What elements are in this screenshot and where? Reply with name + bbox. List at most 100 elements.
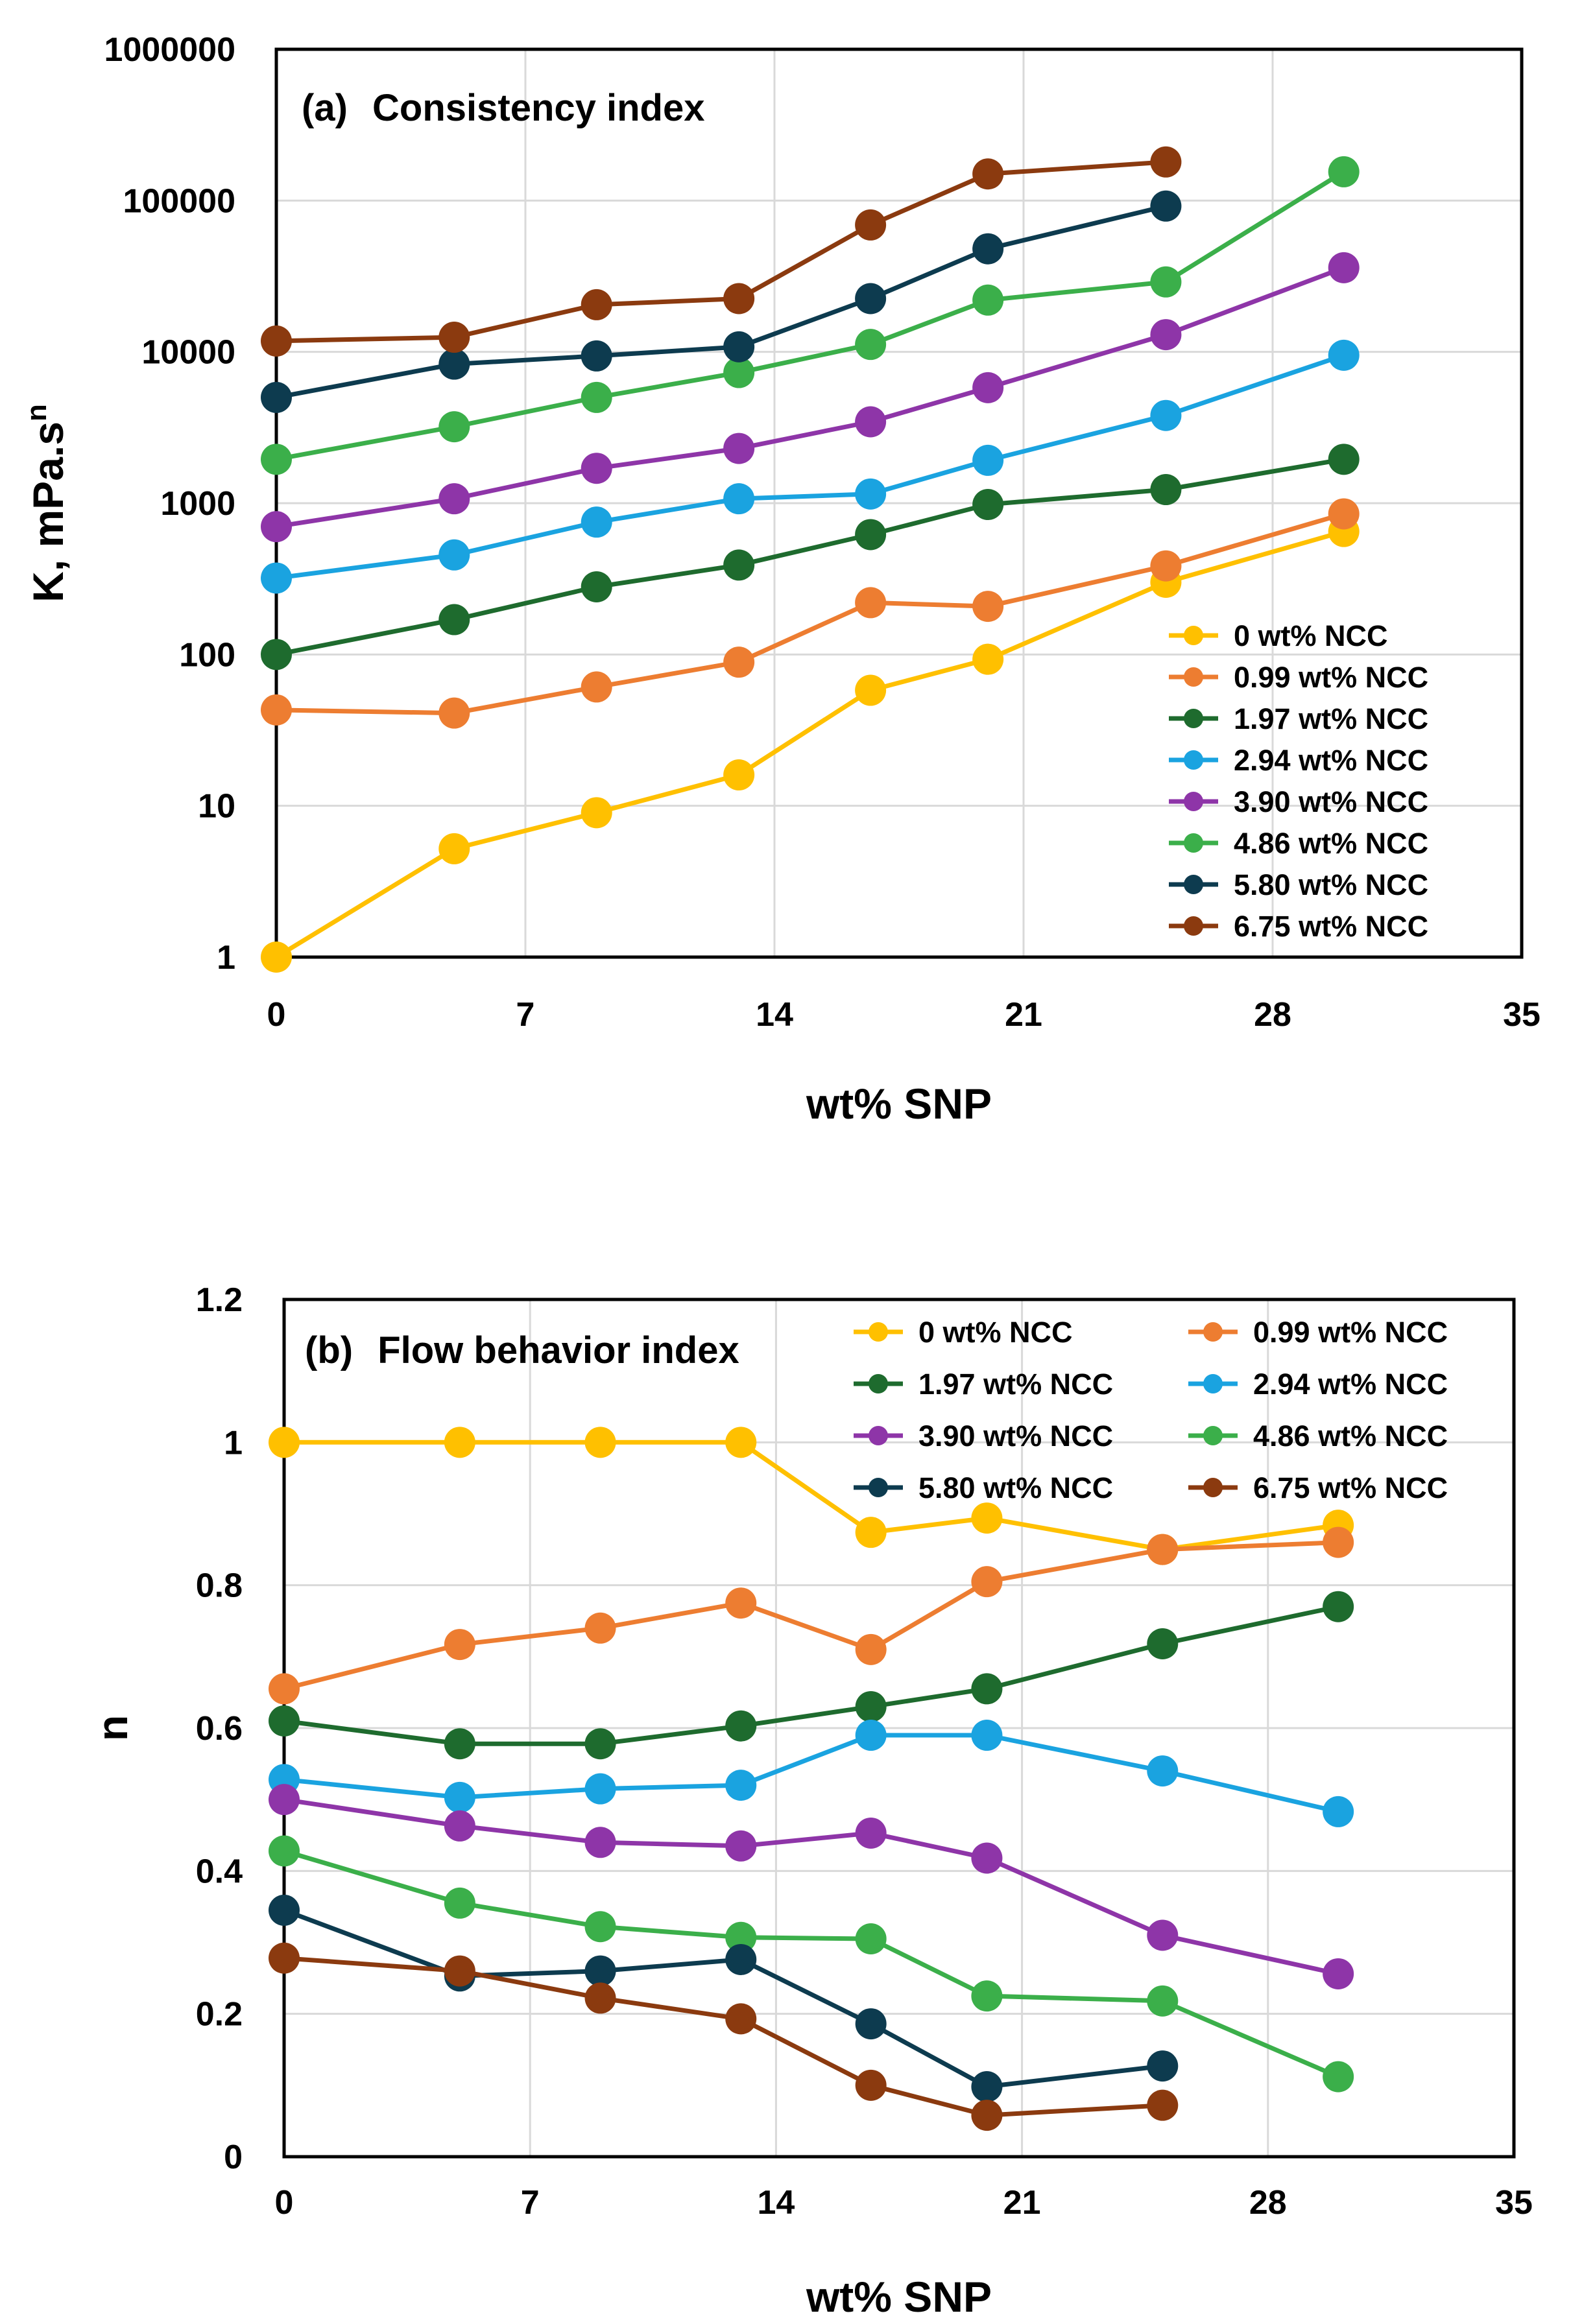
panel-a-data-point (1150, 319, 1182, 351)
panel-a-data-point (1150, 474, 1182, 506)
panel-b-data-point (1147, 1919, 1179, 1951)
panel-a-legend-swatch-marker (1184, 626, 1203, 645)
panel-b-data-point (1323, 1526, 1354, 1558)
panel-a-data-point (855, 209, 887, 241)
panel-a-legend-swatch-marker (1184, 792, 1203, 811)
panel-b-series-line (283, 1733, 1339, 1814)
panel-a-data-point (261, 511, 292, 543)
panel-a-legend: 0 wt% NCC 0.99 wt% NCC 1.97 wt% NCC 2.94 wt… (1169, 619, 1428, 943)
panel-a-data-point (972, 444, 1004, 476)
panel-b-data-point (855, 1923, 887, 1954)
panel-a-data-point (723, 483, 755, 515)
panel-a-legend-item: 3.90 wt% NCC (1169, 785, 1428, 818)
panel-a-data-point (723, 283, 755, 314)
panel-b-legend-item: 2.94 wt% NCC (1188, 1368, 1448, 1401)
panel-b-legend-item: 6.75 wt% NCC (1188, 1471, 1448, 1504)
panel-a-legend-item: 6.75 wt% NCC (1169, 910, 1428, 943)
panel-b-data-point (444, 1955, 475, 1987)
panel-a-title: (a) Consistency index (302, 87, 705, 129)
panel-a-legend-item: 0.99 wt% NCC (1169, 661, 1428, 694)
panel-b-data-point (1147, 2050, 1179, 2082)
panel-a-data-point (438, 539, 470, 571)
panel-a-data-point (1328, 252, 1360, 283)
panel-b-data-point (444, 1427, 475, 1458)
panel-a-data-point (723, 549, 755, 581)
panel-b-legend-label: 3.90 wt% NCC (918, 1419, 1113, 1452)
panel-a-title-tag: (a) (302, 87, 348, 129)
panel-a-data-point (1150, 399, 1182, 431)
panel-b-data-point (584, 1427, 616, 1458)
panel-b-y-tick-label: 0.2 (196, 1996, 243, 2034)
panel-a-data-point (972, 372, 1004, 403)
panel-a-y-tick-label: 1 (217, 939, 235, 977)
panel-b-data-point (1323, 1958, 1354, 1989)
panel-a-series-line (276, 169, 1345, 462)
panel-a-data-point (581, 453, 612, 484)
panel-a-data-point (581, 381, 612, 413)
panel-b-data-point (971, 1502, 1003, 1534)
panel-b-data-point (855, 2069, 887, 2101)
panel-a-legend-item: 0 wt% NCC (1169, 619, 1388, 652)
panel-b-title-text: Flow behavior index (378, 1329, 739, 1371)
panel-b-data-point (725, 1943, 757, 1975)
panel-b-legend-item: 4.86 wt% NCC (1188, 1419, 1448, 1452)
panel-a-legend-swatch-marker (1184, 833, 1203, 853)
panel-b-data-point (584, 1911, 616, 1943)
panel-b-x-tick-label: 21 (1003, 2184, 1041, 2222)
panel-a-series-layer (261, 146, 1360, 973)
panel-b-legend-swatch-marker (1203, 1374, 1223, 1393)
panel-b-y-tick-label: 1 (224, 1424, 243, 1462)
panel-a-data-point (855, 674, 887, 706)
panel-b-x-tick-labels: 0 7 14 21 28 35 (275, 2184, 1533, 2222)
panel-b-data-point (269, 1673, 300, 1705)
panel-a-data-point (723, 759, 755, 791)
panel-b-y-axis-title: n (88, 1715, 136, 1741)
panel-b-legend-label: 1.97 wt% NCC (918, 1368, 1113, 1401)
panel-b-series-1 (269, 1526, 1354, 1705)
panel-a-title-text: Consistency index (372, 87, 704, 129)
panel-a-x-tick-label: 28 (1254, 996, 1291, 1034)
panel-a-data-point (1328, 339, 1360, 371)
panel-b-x-tick-label: 7 (521, 2184, 540, 2222)
panel-a-data-point (972, 233, 1004, 265)
panel-a-data-point (855, 587, 887, 619)
panel-b-legend-item: 0.99 wt% NCC (1188, 1316, 1448, 1349)
panel-a-data-point (855, 406, 887, 438)
panel-b-legend-item: 3.90 wt% NCC (854, 1419, 1113, 1452)
panel-a-series-6 (261, 190, 1182, 413)
panel-a-y-tick-label: 10000 (141, 334, 235, 372)
panel-b-data-point (584, 1955, 616, 1987)
panel-a-data-point (261, 694, 292, 726)
panel-a-legend-label: 0 wt% NCC (1234, 619, 1388, 652)
panel-a-y-tick-label: 1000 (160, 485, 235, 523)
panel-b-title-tag: (b) (305, 1329, 353, 1371)
panel-b-data-point (725, 1921, 757, 1953)
panel-b-data-point (269, 1942, 300, 1974)
panel-a-data-point (581, 506, 612, 538)
panel-a-y-tick-labels: 1 10 100 1000 10000 100000 1000000 (104, 31, 235, 977)
panel-b-data-point (1147, 1755, 1179, 1787)
panel-a-data-point (723, 646, 755, 678)
panel-a-legend-item: 1.97 wt% NCC (1169, 702, 1428, 735)
panel-b-data-point (725, 1770, 757, 1801)
panel-a-data-point (1328, 498, 1360, 530)
panel-a-series-4 (261, 252, 1360, 543)
panel-b-data-point (584, 1773, 616, 1805)
panel-a-data-point (855, 329, 887, 361)
panel-b-x-tick-label: 0 (275, 2184, 294, 2222)
panel-b-legend-label: 5.80 wt% NCC (918, 1471, 1113, 1504)
panel-a-y-tick-label: 100 (179, 636, 235, 674)
panel-a-data-point (855, 519, 887, 551)
panel-a-x-tick-label: 35 (1503, 996, 1541, 1034)
panel-a-legend-label: 3.90 wt% NCC (1234, 785, 1428, 818)
panel-b-data-point (444, 1629, 475, 1661)
panel-a-legend-label: 6.75 wt% NCC (1234, 910, 1428, 943)
panel-a-series-5 (261, 156, 1360, 475)
panel-b-data-point (855, 1720, 887, 1751)
panel-a-legend-label: 2.94 wt% NCC (1234, 744, 1428, 777)
panel-a-data-point (438, 348, 470, 380)
panel-a-legend-label: 5.80 wt% NCC (1234, 868, 1428, 901)
panel-b-data-point (269, 1835, 300, 1867)
